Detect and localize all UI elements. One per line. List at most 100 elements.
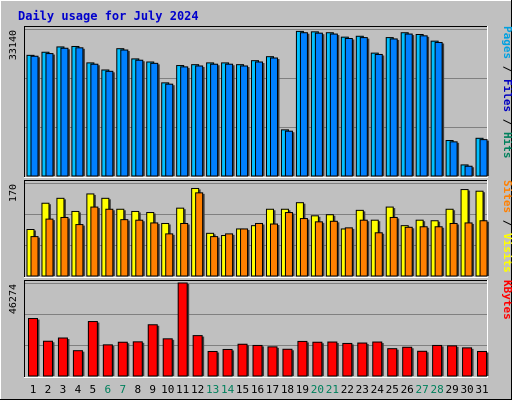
bar-hits-files-pages-s1-day-10 bbox=[165, 83, 174, 177]
bar-visits-sites-s1-day-22 bbox=[344, 227, 353, 277]
bar-kbytes-s0-day-15 bbox=[237, 343, 248, 377]
bar-hits-files-pages-s1-day-29 bbox=[449, 141, 458, 177]
bar-hits-files-pages-s1-day-14 bbox=[225, 63, 234, 177]
panel-hits-files-pages: 33140 Pages / Files / Hits bbox=[8, 26, 512, 178]
bar-kbytes-s0-day-28 bbox=[432, 344, 443, 377]
bar-visits-sites-s1-day-16 bbox=[255, 222, 264, 277]
chart-title: Daily usage for July 2024 bbox=[18, 9, 199, 23]
bar-hits-files-pages-s1-day-23 bbox=[359, 37, 368, 177]
x-tick-label-day-21: 21 bbox=[326, 383, 339, 396]
x-axis-labels: 1 2 3 4 5 6 7 8 9 10 11 12 13 14 15 16 17 18 19 20 21 22 23 24 2… bbox=[30, 383, 489, 396]
bar-visits-sites-s1-day-13 bbox=[210, 236, 219, 277]
bar-kbytes-s0-day-6 bbox=[102, 344, 113, 377]
x-tick-label-day-28: 28 bbox=[431, 383, 444, 396]
bar-hits-files-pages-s1-day-3 bbox=[60, 47, 69, 177]
bar-hits-files-pages-s1-day-26 bbox=[404, 33, 413, 177]
bar-hits-files-pages-s1-day-21 bbox=[329, 33, 338, 177]
bar-hits-files-pages-s1-day-9 bbox=[150, 62, 159, 177]
x-tick-label-day-23: 23 bbox=[356, 383, 369, 396]
bar-hits-files-pages-s1-day-24 bbox=[374, 53, 383, 177]
bar-visits-sites-s1-day-7 bbox=[120, 219, 129, 277]
bar-hits-files-pages-s1-day-7 bbox=[120, 49, 129, 177]
legend-entry: / bbox=[501, 213, 512, 233]
bar-hits-files-pages-s1-day-17 bbox=[269, 57, 278, 177]
panel-kbytes: 46274 KBytes bbox=[8, 280, 512, 378]
bar-visits-sites-s1-day-28 bbox=[434, 226, 443, 277]
bar-hits-files-pages-s1-day-16 bbox=[255, 61, 264, 177]
bar-hits-files-pages-s1-day-8 bbox=[135, 59, 144, 177]
bar-hits-files-pages-s1-day-31 bbox=[479, 139, 488, 177]
x-tick-label-day-15: 15 bbox=[236, 383, 249, 396]
x-tick-label-day-6: 6 bbox=[105, 383, 112, 396]
x-tick-label-day-29: 29 bbox=[445, 383, 458, 396]
bar-hits-files-pages-s1-day-2 bbox=[45, 53, 54, 177]
bar-visits-sites-s1-day-20 bbox=[314, 221, 323, 277]
x-tick-label-day-3: 3 bbox=[60, 383, 67, 396]
bar-kbytes-s0-day-25 bbox=[387, 348, 398, 377]
bar-kbytes-s0-day-19 bbox=[297, 340, 308, 377]
bar-visits-sites-s1-day-30 bbox=[464, 222, 473, 277]
bar-visits-sites-s1-day-17 bbox=[269, 223, 278, 277]
panel-legend: Sites / Visits bbox=[501, 180, 512, 273]
x-tick-label-day-7: 7 bbox=[119, 383, 126, 396]
x-tick-label-day-26: 26 bbox=[401, 383, 414, 396]
bar-visits-sites-s1-day-29 bbox=[449, 222, 458, 277]
legend-entry: Hits bbox=[501, 132, 512, 159]
bar-kbytes-s0-day-26 bbox=[402, 346, 413, 377]
bar-kbytes-s0-day-30 bbox=[462, 347, 473, 377]
y-tick-label: 33140 bbox=[8, 30, 19, 60]
bar-visits-sites-s1-day-25 bbox=[389, 216, 398, 277]
bar-kbytes-s0-day-9 bbox=[147, 324, 158, 377]
bar-visits-sites-s1-day-4 bbox=[75, 224, 84, 277]
bar-hits-files-pages-s1-day-25 bbox=[389, 38, 398, 177]
bar-hits-files-pages-s1-day-19 bbox=[299, 32, 308, 177]
legend-entry: / bbox=[501, 112, 512, 132]
bar-visits-sites-s1-day-11 bbox=[180, 222, 189, 277]
x-tick-label-day-24: 24 bbox=[371, 383, 385, 396]
bar-visits-sites-s1-day-9 bbox=[150, 222, 159, 277]
x-tick-label-day-31: 31 bbox=[475, 383, 488, 396]
bar-kbytes-s0-day-31 bbox=[477, 350, 488, 377]
x-tick-label-day-12: 12 bbox=[191, 383, 204, 396]
x-tick-label-day-14: 14 bbox=[221, 383, 235, 396]
bar-kbytes-s0-day-27 bbox=[417, 350, 428, 377]
bar-hits-files-pages-s1-day-6 bbox=[105, 70, 114, 177]
bar-kbytes-s0-day-21 bbox=[327, 341, 338, 377]
bar-hits-files-pages-s1-day-4 bbox=[75, 47, 84, 177]
legend-entry: Files bbox=[501, 79, 512, 112]
panel-legend: Pages / Files / Hits bbox=[501, 26, 512, 159]
bar-visits-sites-s1-day-26 bbox=[404, 226, 413, 277]
x-tick-label-day-18: 18 bbox=[281, 383, 294, 396]
bar-kbytes-s0-day-11 bbox=[177, 282, 188, 377]
bar-kbytes-s0-day-29 bbox=[447, 345, 458, 377]
bar-hits-files-pages-s1-day-30 bbox=[464, 165, 473, 177]
x-tick-label-day-8: 8 bbox=[134, 383, 141, 396]
x-tick-label-day-17: 17 bbox=[266, 383, 279, 396]
x-tick-label-day-13: 13 bbox=[206, 383, 219, 396]
x-tick-label-day-9: 9 bbox=[149, 383, 156, 396]
legend-entry: Visits bbox=[501, 233, 512, 273]
bar-visits-sites-s1-day-6 bbox=[105, 208, 114, 277]
y-tick-label: 46274 bbox=[8, 284, 19, 314]
legend-entry: Sites bbox=[501, 180, 512, 213]
x-tick-label-day-30: 30 bbox=[460, 383, 473, 396]
x-tick-label-day-19: 19 bbox=[296, 383, 309, 396]
x-tick-label-day-10: 10 bbox=[161, 383, 174, 396]
x-tick-label-day-25: 25 bbox=[386, 383, 399, 396]
bar-visits-sites-s1-day-2 bbox=[45, 218, 54, 277]
bar-visits-sites-s1-day-12 bbox=[195, 192, 204, 277]
x-tick-label-day-11: 11 bbox=[176, 383, 189, 396]
bar-kbytes-s0-day-18 bbox=[282, 348, 293, 377]
bar-kbytes-s0-day-8 bbox=[132, 341, 143, 377]
bar-kbytes-s0-day-3 bbox=[57, 337, 68, 377]
bar-kbytes-s0-day-24 bbox=[372, 341, 383, 377]
x-tick-label-day-22: 22 bbox=[341, 383, 354, 396]
bar-hits-files-pages-s1-day-12 bbox=[195, 65, 204, 177]
bar-hits-files-pages-s1-day-1 bbox=[30, 55, 39, 177]
bar-kbytes-s0-day-20 bbox=[312, 341, 323, 377]
bar-hits-files-pages-s1-day-20 bbox=[314, 32, 323, 177]
bar-visits-sites-s1-day-24 bbox=[374, 232, 383, 277]
legend-entry: Pages bbox=[501, 26, 512, 59]
bar-visits-sites-s1-day-3 bbox=[60, 216, 69, 277]
